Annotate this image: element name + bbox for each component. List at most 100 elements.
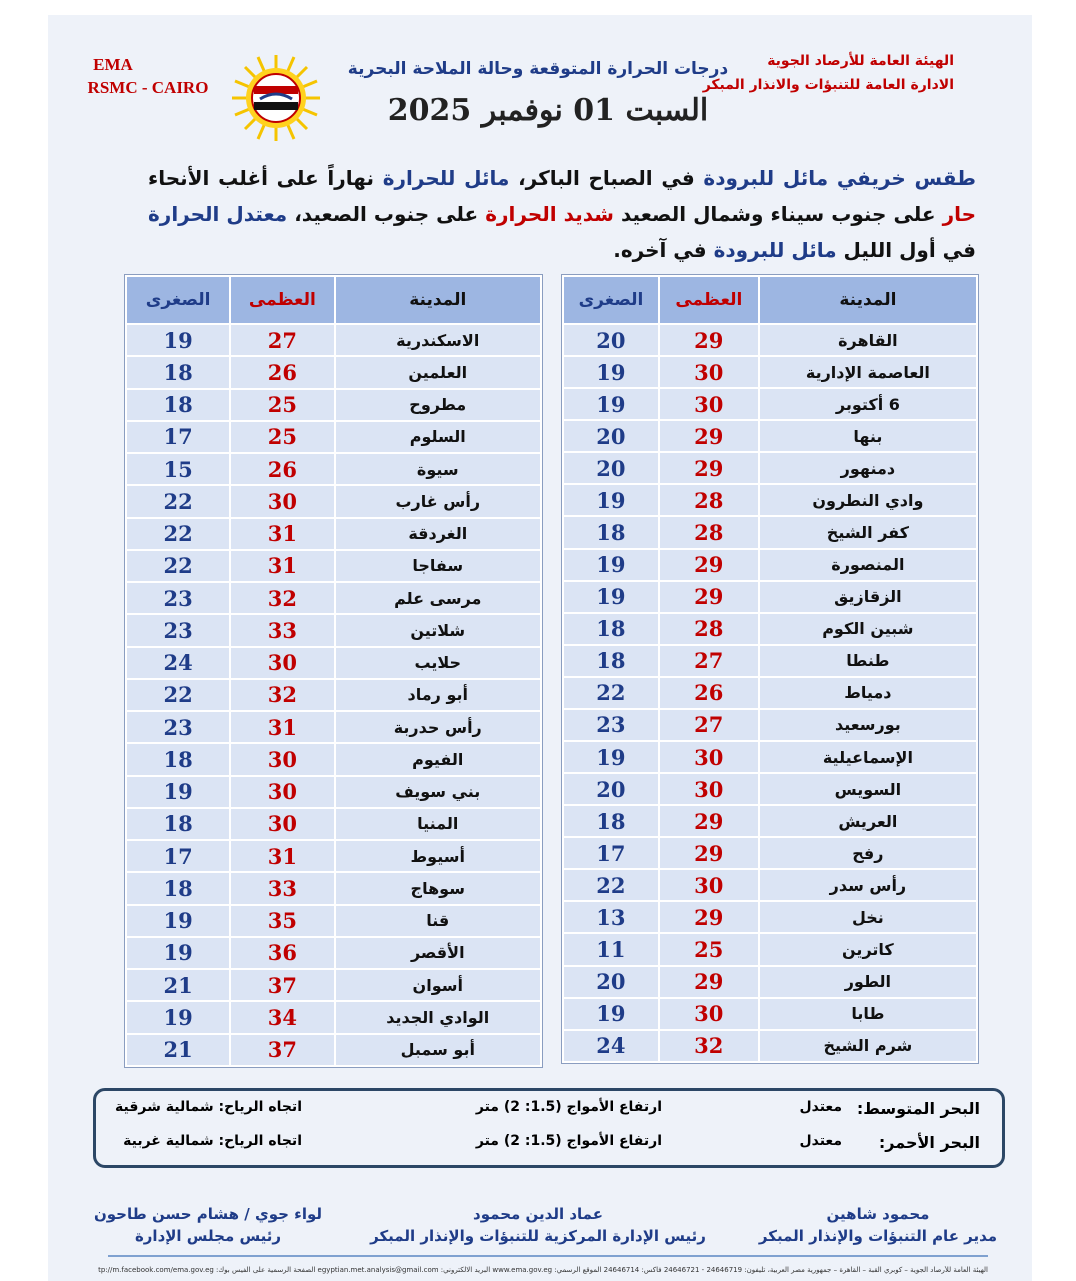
min-temp: 23: [124, 709, 232, 745]
city-name: طنطا: [757, 643, 979, 678]
city-row: الاسكندرية 27 19: [124, 322, 542, 358]
city-name: أبو سمبل: [333, 1032, 542, 1067]
city-row: كاترين 25 11: [562, 932, 979, 967]
city-row: السويس 30 20: [562, 772, 979, 807]
bulletin-date: السبت 01 نوفمبر 2025: [387, 93, 709, 128]
max-temp: 30: [657, 772, 760, 807]
city-name: القاهرة: [757, 322, 979, 358]
city-row: السلوم 25 17: [124, 419, 542, 455]
city-row: الغردقة 31 22: [124, 516, 542, 551]
max-temp: 32: [229, 677, 336, 713]
city-row: شلاتين 33 23: [124, 613, 542, 648]
city-row: مطروح 25 18: [124, 387, 542, 422]
header-row: المدينة العظمى الصغرى: [562, 275, 979, 325]
city-row: الوادي الجديد 34 19: [124, 1000, 542, 1035]
city-row: شبين الكوم 28 18: [562, 611, 979, 646]
summary-segment: طقس خريفي مائل للبرودة: [703, 166, 977, 190]
max-temp: 26: [229, 451, 336, 487]
city-name: كفر الشيخ: [757, 515, 979, 550]
city-name: مطروح: [333, 387, 542, 422]
city-row: رأس سدر 30 22: [562, 868, 979, 903]
min-temp: 11: [562, 932, 660, 967]
min-temp: 18: [562, 515, 660, 550]
city-name: حلايب: [333, 645, 542, 680]
wind-direction: اتجاه الرياح: شمالية شرقية: [115, 1099, 302, 1115]
max-temp: 29: [657, 419, 760, 454]
footer-contact: الهيئة العامة للأرصاد الجوية – كوبري الق…: [98, 1266, 988, 1274]
min-temp: 20: [562, 451, 660, 486]
max-temp: 25: [229, 419, 336, 455]
max-temp: 29: [657, 322, 760, 358]
summary-segment: مائل للحرارة: [382, 166, 510, 190]
city-row: الزقازيق 29 19: [562, 579, 979, 614]
max-temp: 33: [229, 613, 336, 648]
column-header: العظمى: [657, 275, 760, 325]
max-temp: 36: [229, 935, 336, 971]
city-row: المنيا 30 18: [124, 806, 542, 842]
city-row: دمياط 26 22: [562, 675, 979, 710]
max-temp: 32: [657, 1028, 760, 1064]
max-temp: 29: [657, 804, 760, 839]
city-name: الطور: [757, 964, 979, 999]
min-temp: 22: [124, 516, 232, 551]
summary-segment: نهاراً على أغلب الأنحاء: [148, 166, 383, 190]
city-row: الفيوم 30 18: [124, 742, 542, 777]
sea-state: معتدل: [799, 1133, 842, 1149]
city-table: المدينة العظمى الصغرى الاسكندرية 27 19 العلمين…: [124, 274, 543, 1068]
min-temp: 23: [124, 613, 232, 648]
city-name: شبين الكوم: [757, 611, 979, 646]
column-header: المدينة: [757, 275, 979, 325]
min-temp: 24: [124, 645, 232, 680]
min-temp: 19: [562, 547, 660, 582]
city-row: بنها 29 20: [562, 419, 979, 454]
footer-rule: [108, 1255, 988, 1257]
min-temp: 19: [562, 579, 660, 614]
city-row: أبو رماد 32 22: [124, 677, 542, 713]
city-name: السلوم: [333, 419, 542, 455]
center-name: RSMC - CAIRO: [87, 78, 209, 97]
city-name: الزقازيق: [757, 579, 979, 614]
city-name: بنها: [757, 419, 979, 454]
signature: عماد الدين محمود رئيس الإدارة المركزية لل…: [358, 1203, 718, 1247]
city-name: العلمين: [333, 355, 542, 390]
city-row: بورسعيد 27 23: [562, 707, 979, 743]
min-temp: 17: [124, 838, 232, 874]
max-temp: 28: [657, 611, 760, 646]
city-name: أبو رماد: [333, 677, 542, 713]
min-temp: 22: [124, 484, 232, 519]
min-temp: 19: [562, 740, 660, 775]
summary-segment: معتدل الحرارة: [148, 202, 288, 226]
max-temp: 34: [229, 1000, 336, 1035]
min-temp: 19: [562, 483, 660, 518]
city-row: الأقصر 36 19: [124, 935, 542, 971]
min-temp: 19: [562, 996, 660, 1031]
min-temp: 22: [124, 548, 232, 584]
weather-summary: طقس خريفي مائل للبرودة في الصباح الباكر،…: [148, 160, 976, 268]
city-row: مرسى علم 32 23: [124, 580, 542, 616]
min-temp: 19: [562, 387, 660, 422]
department-name: الادارة العامة للتنبؤات والانذار المبكر: [702, 77, 954, 93]
city-row: رأس حدربة 31 23: [124, 709, 542, 745]
city-row: طابا 30 19: [562, 996, 979, 1031]
signatory-title: مدير عام التنبؤات والإنذار المبكر: [758, 1227, 998, 1245]
city-row: العاصمة الإدارية 30 19: [562, 355, 979, 390]
max-temp: 37: [229, 1032, 336, 1067]
min-temp: 18: [562, 643, 660, 678]
max-temp: 30: [229, 484, 336, 519]
signatory-name: محمود شاهين: [826, 1205, 930, 1223]
signatory-name: عماد الدين محمود: [473, 1205, 603, 1223]
summary-segment: على جنوب الصعيد،: [287, 202, 486, 226]
city-row: رأس غارب 30 22: [124, 484, 542, 519]
min-temp: 23: [124, 580, 232, 616]
city-row: العريش 29 18: [562, 804, 979, 839]
summary-segment: شديد الحرارة: [485, 202, 614, 226]
max-temp: 27: [657, 707, 760, 743]
logo: [232, 55, 320, 141]
city-name: رأس سدر: [757, 868, 979, 903]
city-row: أسيوط 31 17: [124, 838, 542, 874]
max-temp: 30: [229, 774, 336, 809]
wave-height: ارتفاع الأمواج (1.5: 2) متر: [475, 1099, 662, 1115]
summary-segment: في آخره.: [613, 238, 714, 262]
city-name: الفيوم: [333, 742, 542, 777]
